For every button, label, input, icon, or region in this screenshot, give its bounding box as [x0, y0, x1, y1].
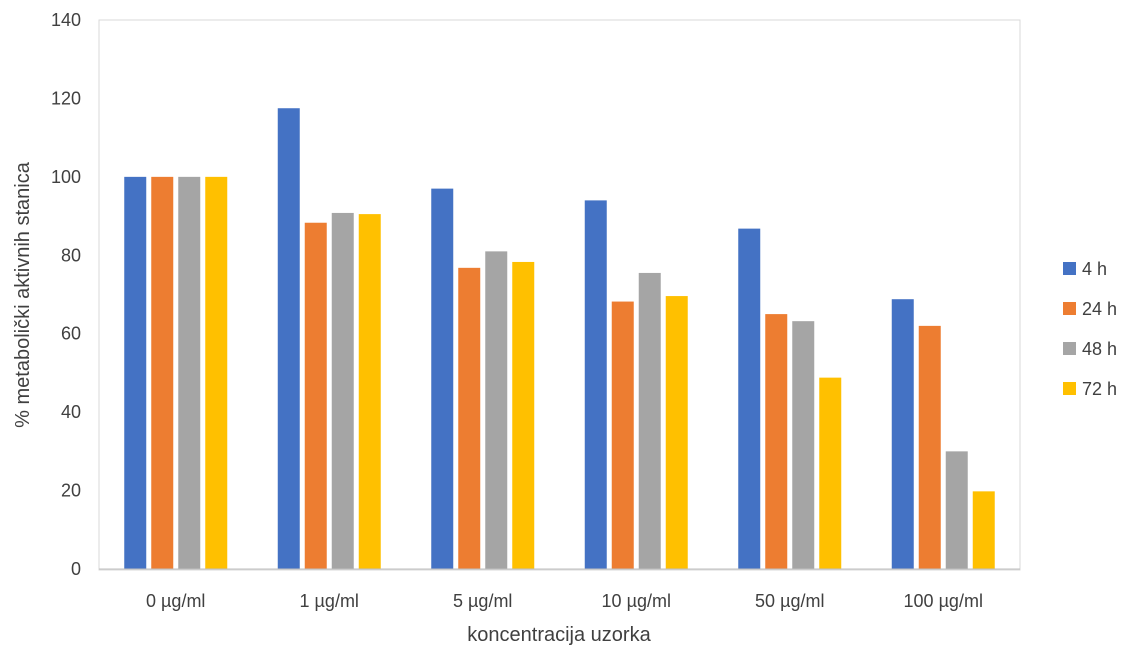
bar — [331, 212, 354, 570]
bar — [358, 214, 381, 569]
bar — [124, 176, 147, 569]
y-axis-title: % metabolički aktivnih stanica — [12, 161, 34, 428]
x-tick-label: 5 µg/ml — [453, 591, 512, 611]
bar — [945, 451, 968, 569]
bar — [205, 176, 228, 569]
y-tick-label: 80 — [61, 245, 81, 265]
y-tick-label: 60 — [61, 324, 81, 344]
bar — [485, 251, 508, 569]
bar — [738, 228, 761, 569]
y-tick-label: 20 — [61, 481, 81, 501]
bar — [972, 491, 995, 569]
x-axis-ticks: 0 µg/ml 1 µg/ml 5 µg/ml 10 µg/ml 50 µg/ml 100… — [146, 591, 983, 611]
y-tick-label: 140 — [51, 10, 81, 30]
bar — [891, 299, 914, 569]
x-tick-label: 10 µg/ml — [602, 591, 671, 611]
bar — [819, 377, 842, 569]
legend-swatch — [1063, 302, 1076, 315]
y-tick-label: 0 — [71, 559, 81, 579]
x-tick-label: 50 µg/ml — [755, 591, 824, 611]
bar — [638, 272, 661, 569]
x-tick-label: 0 µg/ml — [146, 591, 205, 611]
legend-swatch — [1063, 262, 1076, 275]
bar — [611, 301, 634, 569]
y-tick-label: 120 — [51, 88, 81, 108]
bar — [431, 188, 454, 569]
x-axis-title: koncentracija uzorka — [467, 624, 651, 646]
bar — [512, 261, 535, 569]
plot-area-frame — [98, 19, 1021, 571]
legend-label: 24 h — [1082, 299, 1117, 319]
bar — [792, 321, 815, 569]
bar — [665, 296, 688, 569]
legend-swatch — [1063, 342, 1076, 355]
y-tick-label: 100 — [51, 167, 81, 187]
legend-swatch — [1063, 382, 1076, 395]
bar — [304, 222, 327, 569]
x-tick-label: 1 µg/ml — [300, 591, 359, 611]
legend-label: 72 h — [1082, 379, 1117, 399]
bar — [277, 108, 300, 569]
bar — [458, 267, 481, 569]
bar — [765, 314, 788, 569]
x-tick-label: 100 µg/ml — [904, 591, 983, 611]
legend-label: 48 h — [1082, 339, 1117, 359]
bars-group — [124, 108, 995, 570]
bar — [178, 176, 201, 569]
bar — [151, 176, 174, 569]
bar — [584, 200, 607, 569]
y-tick-label: 40 — [61, 402, 81, 422]
legend-label: 4 h — [1082, 259, 1107, 279]
y-axis-ticks: 0 20 40 60 80 100 120 140 — [51, 10, 81, 579]
bar — [918, 325, 941, 569]
legend: 4 h 24 h 48 h 72 h — [1063, 259, 1117, 399]
